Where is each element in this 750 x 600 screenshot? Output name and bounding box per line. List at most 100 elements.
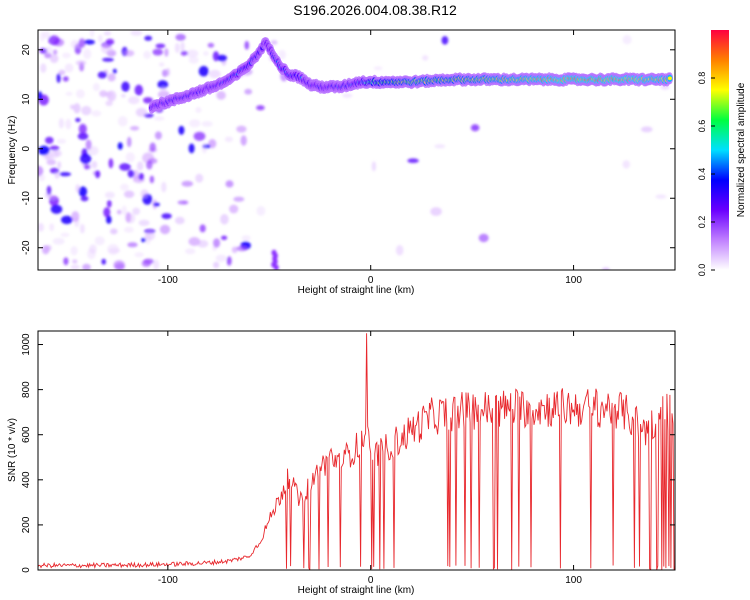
heatmap-cell <box>70 264 80 270</box>
y-tick-label: 0 <box>21 567 32 573</box>
heatmap-cell <box>434 144 446 149</box>
y-tick-label: 600 <box>21 426 32 443</box>
y-tick-label: 400 <box>21 471 32 488</box>
heatmap-cell <box>62 76 69 82</box>
colorbar-gradient <box>711 30 729 270</box>
heatmap-cell <box>154 131 162 140</box>
colorbar-tick-label: 0.6 <box>697 120 707 133</box>
heatmap-cell <box>63 257 69 266</box>
heatmap-cell <box>221 235 228 240</box>
heatmap-cell <box>161 213 172 220</box>
heatmap-cell <box>91 160 98 169</box>
heatmap-cell <box>73 103 81 114</box>
spectrogram-x-ticks: -100 0 100 <box>158 30 582 286</box>
heatmap-cell <box>128 96 140 105</box>
heatmap-cell <box>273 264 279 270</box>
heatmap-cell <box>441 36 449 45</box>
heatmap-cell <box>342 93 353 98</box>
heatmap-cell <box>110 228 118 235</box>
heatmap-cell <box>106 200 112 208</box>
x-tick-label: 100 <box>565 575 582 586</box>
y-tick-label: 0 <box>21 146 32 152</box>
heatmap-cell <box>40 63 47 73</box>
heatmap-cell <box>75 184 81 193</box>
spectrogram-y-ticks: -20 -10 0 10 20 <box>21 44 675 255</box>
heatmap-cell <box>152 48 163 56</box>
heatmap-cell <box>65 118 72 130</box>
heatmap-cell <box>136 161 144 171</box>
snr-y-ticks: 0 200 400 600 800 1000 <box>21 333 675 573</box>
heatmap-cell <box>105 100 113 107</box>
heatmap-cell <box>56 73 61 83</box>
heatmap-cell <box>87 248 96 260</box>
heatmap-cell <box>164 48 169 57</box>
heatmap-cell <box>371 161 377 172</box>
heatmap-cell <box>121 81 130 92</box>
heatmap-cell <box>149 142 156 152</box>
heatmap-cell <box>407 158 419 163</box>
heatmap-cell <box>135 107 147 117</box>
colorbar-tick-label: 0.4 <box>697 168 707 181</box>
heatmap-cell <box>201 121 213 127</box>
heatmap-cell <box>48 195 57 200</box>
heatmap-cell <box>80 153 92 165</box>
heatmap-cell <box>134 252 144 258</box>
heatmap-cell <box>278 49 287 60</box>
heatmap-cell <box>159 224 171 235</box>
heatmap-cell <box>213 261 220 269</box>
heatmap-cell <box>470 124 480 132</box>
ridge-core <box>667 76 672 81</box>
heatmap-cell <box>59 172 72 177</box>
x-tick-label: 0 <box>368 575 374 586</box>
heatmap-cell <box>186 49 199 58</box>
heatmap-cell <box>94 236 105 246</box>
heatmap-cell <box>193 131 206 141</box>
y-tick-label: 10 <box>21 93 32 105</box>
heatmap-cell <box>103 207 111 218</box>
heatmap-cell <box>143 113 154 118</box>
heatmap-cell <box>70 104 75 110</box>
heatmap-cell <box>177 200 188 205</box>
colorbar-tick-label: 0.8 <box>697 72 707 85</box>
heatmap-cell <box>84 39 95 45</box>
heatmap-cell <box>213 238 221 248</box>
heatmap-cell <box>215 254 227 262</box>
colorbar-tick-label: 0.0 <box>697 264 707 277</box>
heatmap-cell <box>119 163 131 171</box>
heatmap-cell <box>224 136 233 143</box>
heatmap-cell <box>107 73 116 82</box>
heatmap-cell <box>180 41 185 52</box>
y-tick-label: 20 <box>21 44 32 56</box>
heatmap-cell <box>38 91 43 101</box>
snr-series-line <box>38 333 675 570</box>
heatmap-cell <box>198 65 209 77</box>
heatmap-cell <box>112 68 117 74</box>
heatmap-cell <box>188 143 195 154</box>
heatmap-cell <box>159 86 167 97</box>
heatmap-cell <box>84 164 91 170</box>
heatmap-cell <box>83 48 92 60</box>
heatmap-cell <box>82 263 91 270</box>
heatmap-cell <box>195 107 202 113</box>
heatmap-cell <box>78 38 86 48</box>
heatmap-cell <box>104 191 115 199</box>
heatmap-cell <box>208 69 221 79</box>
heatmap-cell <box>88 146 99 156</box>
colorbar-ticks: 0.0 0.2 0.4 0.6 0.8 <box>697 72 715 277</box>
heatmap-cell <box>107 244 119 255</box>
x-tick-label: 100 <box>565 275 582 286</box>
heatmap-cell <box>174 216 185 225</box>
x-tick-label: 0 <box>368 275 374 286</box>
heatmap-cell <box>123 50 135 57</box>
heatmap-cell <box>92 83 100 92</box>
page-title: S196.2026.004.08.38.R12 <box>293 2 457 18</box>
heatmap-cell <box>146 160 153 170</box>
snr-background <box>38 331 675 570</box>
heatmap-cell <box>226 256 232 266</box>
heatmap-cell <box>45 46 53 54</box>
snr-panel: -100 0 100 0 200 400 600 800 1000 Height of str… <box>7 330 676 596</box>
heatmap-cell <box>46 185 52 195</box>
heatmap-cell <box>153 259 160 270</box>
heatmap-cell <box>64 63 74 73</box>
heatmap-cell <box>153 116 165 121</box>
